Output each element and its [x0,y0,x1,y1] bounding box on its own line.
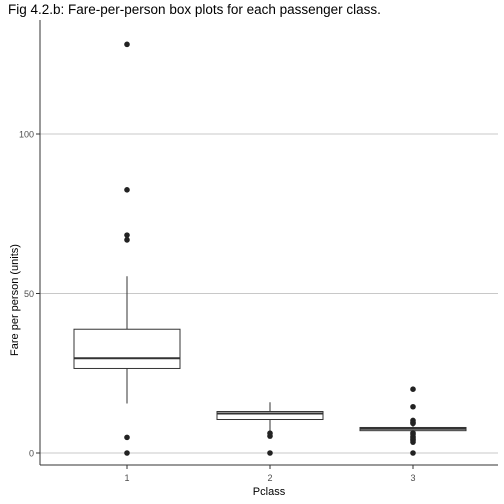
y-tick-label: 0 [29,449,34,459]
outlier-point [124,237,130,243]
x-tick-label: 2 [267,473,272,483]
outlier-point [410,450,416,456]
box-iqr [216,411,324,421]
x-tick-label: 1 [124,473,129,483]
x-tick-label: 3 [410,473,415,483]
outlier-point [124,450,130,456]
outlier-point [124,41,130,48]
y-tick-label: 100 [19,130,34,140]
outlier-point [267,433,273,439]
outlier-point [410,420,416,427]
outlier-point [410,386,416,393]
x-axis-label: Pclass [252,486,286,498]
outlier-point [267,450,273,456]
outlier-point [410,403,416,410]
outlier-point [124,434,130,441]
outlier-point [124,232,130,238]
box-iqr [73,328,181,369]
y-tick-label: 50 [24,289,34,299]
outlier-point [410,439,416,445]
y-axis-label: Fare per person (units) [9,244,21,356]
outlier-point [124,187,130,193]
chart-title: Fig 4.2.b: Fare-per-person box plots for… [8,2,381,17]
